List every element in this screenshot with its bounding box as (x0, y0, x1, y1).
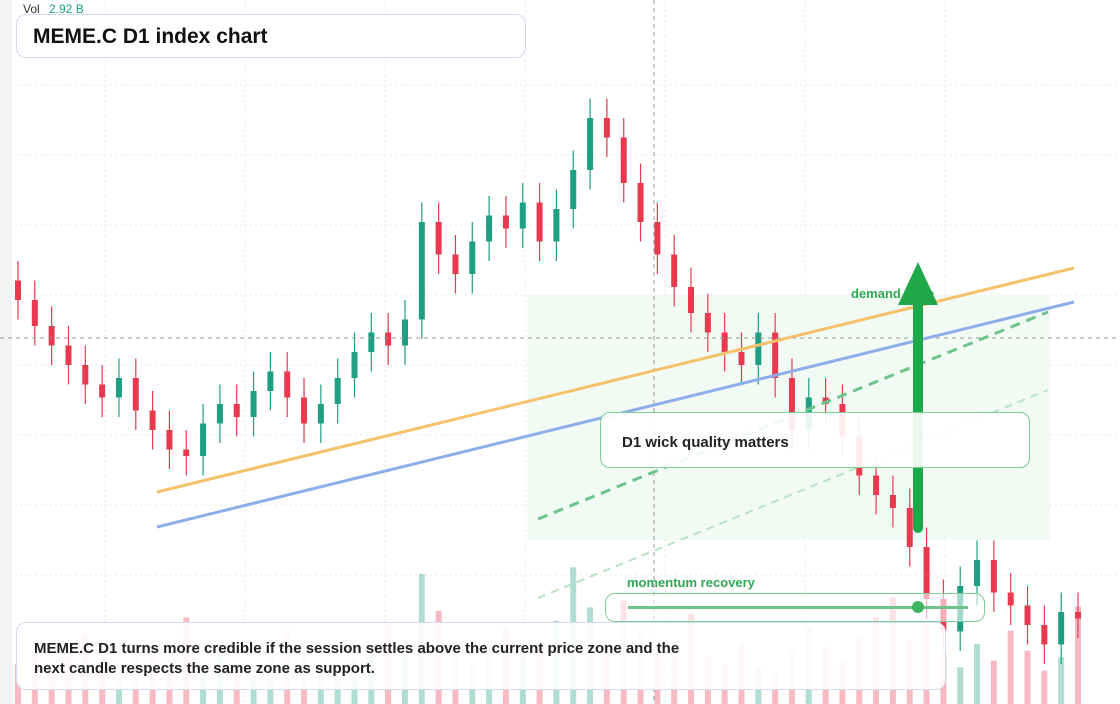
signal-line (628, 606, 968, 609)
candle-body (738, 352, 745, 365)
candle-body (452, 254, 459, 274)
candle-body (233, 404, 240, 417)
candle-body (889, 495, 896, 508)
candle-body (317, 404, 324, 424)
volume-bar (334, 677, 341, 704)
candle-body (974, 560, 981, 586)
volume-label: Vol (23, 2, 40, 16)
candle-body (486, 215, 493, 242)
candle-body (250, 391, 257, 417)
candle-body (418, 222, 425, 320)
candle-body (990, 560, 997, 593)
volume-bar (1075, 606, 1081, 704)
volume-bar (115, 677, 122, 704)
candle-body (721, 332, 728, 352)
title-box: MEME.C D1 index chart (16, 14, 526, 58)
candle-body (772, 332, 779, 378)
candle-body (788, 378, 795, 430)
candle-body (166, 430, 173, 450)
candle-body (755, 332, 762, 365)
candle-body (132, 378, 139, 411)
candle-body (519, 202, 526, 229)
candle-body (873, 475, 880, 495)
candle-body (536, 202, 543, 242)
candle-body (906, 508, 913, 547)
candle-body (200, 423, 207, 456)
candle-body (31, 300, 38, 326)
volume-bar (990, 660, 997, 704)
note: D1 wick quality matters (622, 434, 789, 451)
candle-body (15, 280, 21, 300)
candle-body (637, 183, 644, 222)
volume-bar (1007, 630, 1014, 704)
volume-bar (1041, 670, 1048, 704)
signal-label: momentum recovery (627, 575, 755, 590)
candle-body (587, 118, 594, 170)
arrow-head (898, 262, 938, 305)
candle-body (1024, 605, 1031, 625)
candle-body (502, 215, 509, 229)
signal-dot (912, 601, 924, 613)
volume-bar (974, 644, 981, 704)
candle-body (469, 241, 476, 274)
candle-body (65, 345, 72, 365)
candle-body (82, 365, 89, 385)
candle-body (1007, 592, 1014, 606)
candle-body (284, 371, 291, 398)
caption-box: MEME.C D1 turns more credible if the ses… (16, 622, 946, 690)
candle-body (48, 326, 55, 346)
candle-body (1075, 612, 1081, 619)
candle-body (149, 410, 156, 430)
candle-body (603, 118, 610, 138)
candle-body (216, 404, 223, 424)
candle-body (671, 254, 678, 287)
candle-body (368, 332, 375, 352)
caption: MEME.C D1 turns more credible if the ses… (34, 640, 680, 677)
candle-body (115, 378, 122, 398)
candle-body (385, 332, 392, 346)
volume-bar (957, 667, 964, 704)
candle-body (267, 371, 274, 391)
candle-body (1058, 612, 1065, 645)
candle-body (570, 170, 577, 209)
candle-body (704, 313, 711, 333)
candle-body (183, 449, 190, 456)
left-edge (0, 0, 12, 704)
volume-value: 2.92 B (49, 2, 84, 16)
candle-body (553, 209, 560, 242)
candle-body (435, 222, 442, 255)
channel-line (537, 389, 1049, 599)
candle-body (351, 352, 358, 378)
candle-body (654, 222, 661, 255)
candle-body (1041, 625, 1048, 645)
candle-body (99, 384, 106, 398)
candle-body (688, 287, 695, 313)
candle-body (401, 319, 408, 346)
volume-bar (1058, 657, 1065, 704)
candle-body (620, 137, 627, 183)
candle-body (923, 547, 930, 599)
candle-body (301, 397, 308, 424)
title: MEME.C D1 index chart (33, 25, 268, 48)
volume-bar (1024, 650, 1031, 704)
candle-body (334, 378, 341, 404)
signal-box (605, 593, 985, 622)
note-box: D1 wick quality matters (600, 412, 1030, 468)
